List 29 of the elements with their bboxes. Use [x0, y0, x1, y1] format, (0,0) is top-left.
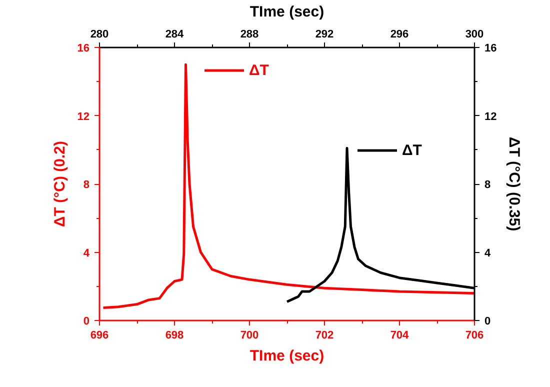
y-tick-label: 4 [83, 247, 90, 260]
x2-tick-label: 284 [165, 28, 185, 40]
y2-axis-title: ΔT (°C) (0.35) [506, 136, 523, 232]
x2-tick-label: 280 [90, 28, 109, 40]
y2-tick-label: 16 [484, 42, 497, 54]
y2-tick-label: 12 [484, 110, 497, 123]
x-tick-label: 702 [315, 330, 334, 342]
x-tick-label: 704 [390, 330, 410, 342]
x2-tick-label: 296 [390, 28, 409, 40]
y-tick-label: 0 [83, 316, 90, 328]
y2-tick-label: 0 [484, 316, 491, 328]
y-tick-label: 16 [77, 42, 90, 54]
y-tick-label: 12 [77, 110, 90, 123]
x2-axis-title: TIme (sec) [250, 4, 324, 20]
x-tick-label: 698 [165, 330, 184, 342]
y2-tick-label: 4 [484, 247, 492, 260]
y2-tick-label: 8 [484, 179, 491, 191]
x-tick-label: 696 [90, 330, 109, 342]
line-series [102, 63, 474, 309]
x2-tick-label: 288 [240, 28, 259, 40]
y-tick-label: 8 [83, 179, 90, 191]
legend-label: ΔT [402, 142, 422, 158]
legend-label: ΔT [249, 62, 269, 78]
x-tick-label: 700 [240, 330, 259, 342]
x-axis-title: TIme (sec) [250, 348, 324, 364]
x2-tick-label: 300 [465, 28, 484, 40]
y-axis-title: ΔT (°C) (0.2) [51, 141, 68, 227]
x-tick-label: 706 [465, 330, 484, 342]
x2-tick-label: 292 [315, 28, 334, 40]
